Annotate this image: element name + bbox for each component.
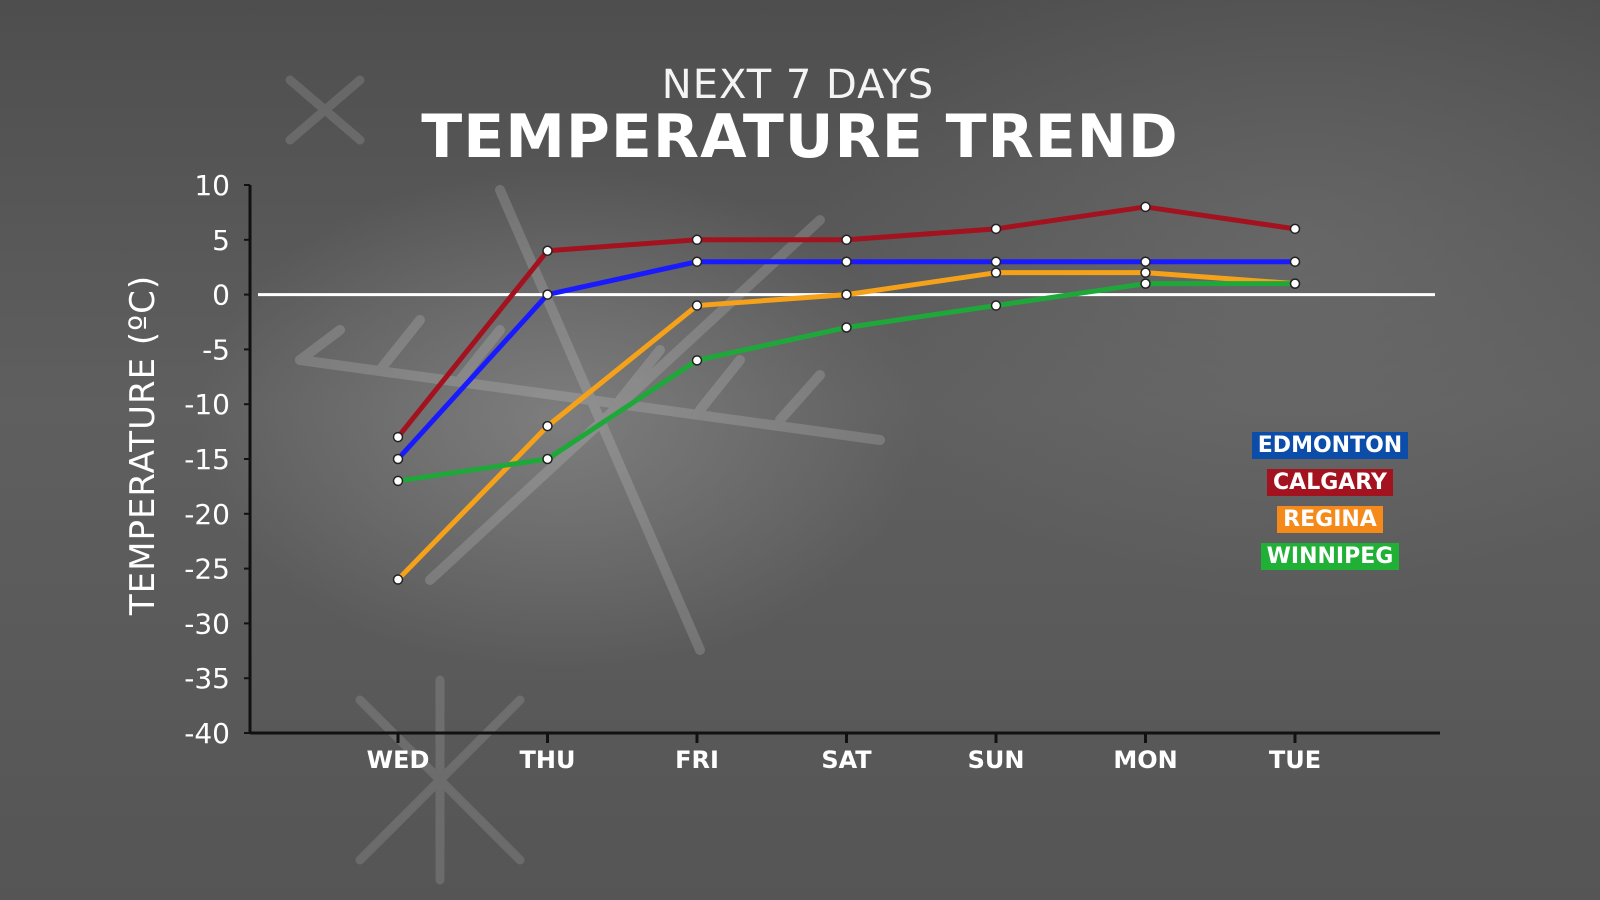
legend-item-calgary: CALGARY — [1267, 469, 1393, 496]
y-tick-label: -20 — [184, 498, 230, 531]
data-point-winnipeg — [841, 322, 852, 333]
y-tick-label: -40 — [184, 717, 230, 750]
data-point-edmonton — [1289, 256, 1301, 267]
y-axis-label: TEMPERATURE (ºC) — [123, 275, 163, 616]
x-tick-label: SAT — [821, 746, 872, 774]
chart-subtitle: NEXT 7 DAYS — [661, 62, 935, 108]
data-point-edmonton — [1140, 256, 1151, 267]
data-point-regina — [1140, 267, 1151, 278]
data-point-calgary — [392, 431, 404, 443]
data-point-calgary — [691, 234, 703, 246]
y-tick-label: 5 — [212, 224, 230, 257]
y-tick-label: 10 — [194, 169, 230, 202]
data-point-regina — [691, 300, 703, 311]
data-point-regina — [542, 420, 553, 432]
data-point-edmonton — [392, 453, 404, 465]
x-tick-label: THU — [520, 746, 576, 774]
snowflake-corner-icon — [285, 75, 525, 885]
data-point-edmonton — [990, 256, 1002, 267]
y-tick-label: -15 — [184, 443, 230, 476]
y-tick-label: -5 — [202, 333, 230, 366]
y-axis-ticks: 10 5 0 -5 -10 -15 -20 -25 -30 -35 -40 — [184, 169, 250, 750]
y-tick-label: -10 — [184, 388, 230, 421]
chart-points — [392, 201, 1301, 585]
data-point-edmonton — [542, 289, 553, 300]
y-tick-label: -25 — [184, 553, 230, 586]
x-tick-label: MON — [1113, 746, 1177, 774]
snowflake-background-icon — [295, 185, 885, 655]
x-tick-label: TUE — [1269, 746, 1321, 774]
y-tick-label: -35 — [184, 662, 230, 695]
x-tick-label: FRI — [675, 746, 719, 774]
data-point-edmonton — [691, 256, 703, 267]
data-point-winnipeg — [1140, 278, 1151, 289]
data-point-calgary — [990, 223, 1002, 235]
data-point-calgary — [1289, 223, 1301, 235]
data-point-calgary — [1140, 201, 1151, 213]
data-point-winnipeg — [542, 453, 553, 465]
data-point-regina — [990, 267, 1002, 278]
legend-item-winnipeg: WINNIPEG — [1260, 543, 1400, 570]
legend-item-edmonton: EDMONTON — [1251, 432, 1409, 459]
data-point-winnipeg — [691, 355, 703, 366]
x-tick-label: WED — [367, 746, 430, 774]
series-line-regina — [395, 270, 1298, 583]
data-point-winnipeg — [1289, 278, 1301, 289]
data-point-calgary — [542, 245, 553, 257]
data-point-edmonton — [841, 256, 852, 267]
data-point-regina — [841, 289, 852, 300]
x-tick-label: SUN — [968, 746, 1025, 774]
y-tick-label: 0 — [212, 279, 230, 312]
legend-item-regina: REGINA — [1277, 506, 1383, 533]
data-point-regina — [392, 574, 404, 585]
chart-legend: EDMONTON CALGARY REGINA WINNIPEG — [1244, 432, 1416, 580]
chart-title: TEMPERATURE TREND — [421, 102, 1179, 172]
data-point-winnipeg — [990, 300, 1002, 311]
data-point-winnipeg — [392, 475, 404, 487]
data-point-calgary — [841, 234, 852, 246]
x-axis-ticks: WED THU FRI SAT SUN MON TUE — [367, 733, 1321, 774]
y-tick-label: -30 — [184, 607, 230, 640]
